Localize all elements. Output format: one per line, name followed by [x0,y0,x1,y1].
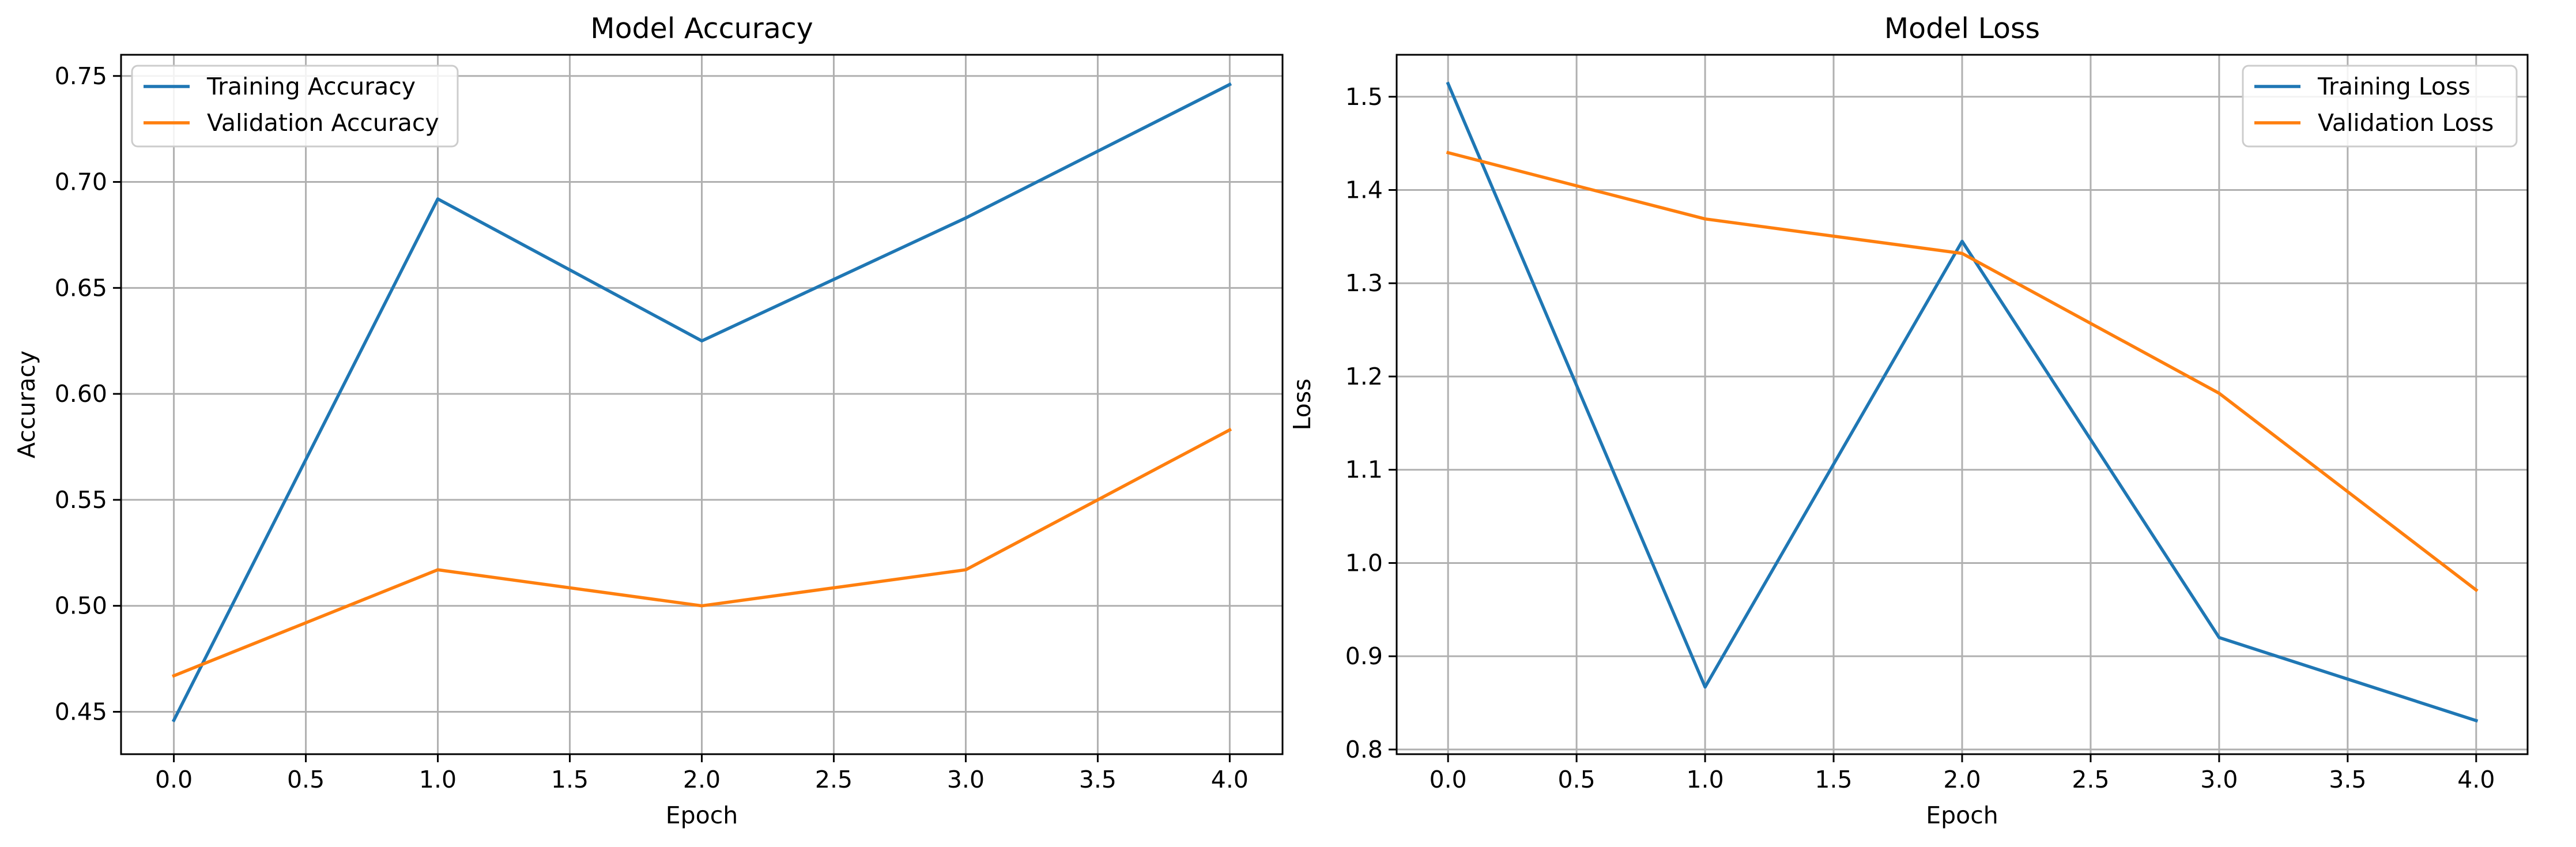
y-tick-label: 1.5 [1345,83,1383,111]
y-tick-label: 0.65 [55,274,107,302]
y-axis-label: Loss [1288,379,1316,431]
x-axis-label: Epoch [1926,801,1998,829]
legend-box [2242,65,2518,148]
series-line-validation [172,427,1232,678]
x-tick-label: 3.0 [947,766,985,793]
x-tick-label: 1.0 [1686,766,1723,793]
x-tick-label: 4.0 [1211,766,1249,793]
x-tick-label: 1.0 [419,766,457,793]
x-tick-label: 2.5 [815,766,853,793]
x-tick-label: 1.5 [1815,766,1852,793]
chart-title: Model Accuracy [590,12,813,45]
y-tick-label: 0.75 [55,62,107,90]
y-tick-label: 0.45 [55,698,107,725]
x-tick-label: 0.0 [1430,766,1467,793]
x-tick-label: 0.0 [155,766,193,793]
loss-chart: 0.0 0.5 1.0 1.5 2.0 2.5 3.0 3.5 4.0 0.8 0.9 1.0 1.1 1… [1288,12,2529,829]
y-tick-label: 0.50 [55,592,107,620]
x-tick-label: 3.0 [2200,766,2238,793]
legend: Training Loss Validation Loss [2242,65,2518,148]
y-tick-label: 0.70 [55,168,107,196]
y-tick-label: 1.3 [1345,269,1383,297]
x-tick-label: 0.5 [287,766,325,793]
y-tick-label: 0.9 [1345,642,1383,670]
y-tick-label: 0.60 [55,380,107,408]
y-tick-label: 1.2 [1345,363,1383,390]
legend-label-validation: Validation Loss [2318,109,2494,137]
x-axis-label: Epoch [666,801,738,829]
x-tick-label: 2.0 [683,766,721,793]
accuracy-chart: 0.0 0.5 1.0 1.5 2.0 2.5 3.0 3.5 4.0 0.45 0.50 0.55 0… [13,12,1284,829]
y-tick-label: 1.4 [1345,176,1383,204]
legend-label-validation: Validation Accuracy [207,109,439,137]
x-tick-label: 3.5 [1079,766,1117,793]
y-tick-label: 0.55 [55,486,107,514]
x-tick-label: 2.5 [2072,766,2109,793]
series-line-training [171,82,1232,722]
legend: Training Accuracy Validation Accuracy [131,65,459,148]
x-tick-label: 3.5 [2329,766,2366,793]
chart-title: Model Loss [1884,12,2040,45]
y-tick-label: 1.0 [1345,549,1383,577]
series-line-validation [1446,150,2479,593]
legend-box [131,65,459,148]
y-tick-label: 0.8 [1345,736,1383,763]
x-tick-label: 4.0 [2457,766,2495,793]
legend-label-training: Training Loss [2317,73,2471,100]
y-tick-label: 1.1 [1345,456,1383,484]
series-line-training [1446,81,2479,723]
x-tick-label: 2.0 [1943,766,1981,793]
legend-label-training: Training Accuracy [206,73,416,100]
x-tick-label: 0.5 [1558,766,1596,793]
x-tick-label: 1.5 [551,766,589,793]
y-axis-label: Accuracy [13,351,40,458]
